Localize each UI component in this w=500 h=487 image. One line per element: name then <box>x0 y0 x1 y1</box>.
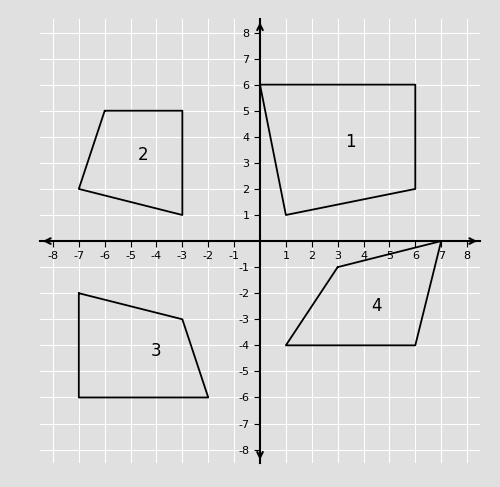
Text: 2: 2 <box>138 146 149 164</box>
Text: 4: 4 <box>371 297 382 315</box>
Text: 1: 1 <box>346 133 356 151</box>
Text: 3: 3 <box>151 341 162 359</box>
